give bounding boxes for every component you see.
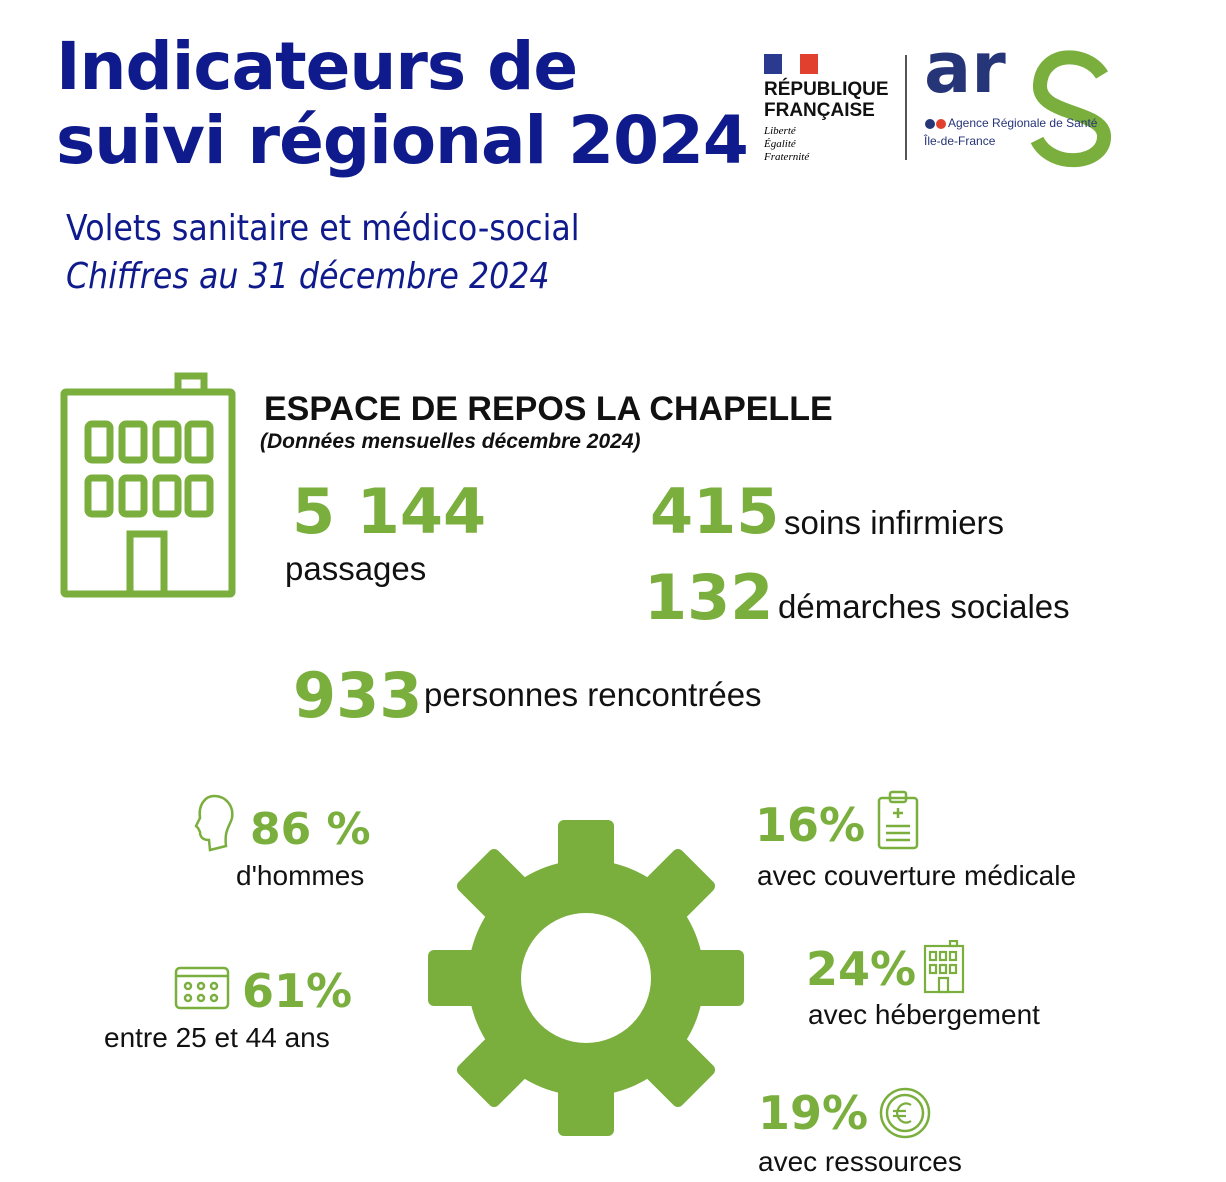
calendar-icon <box>174 966 230 1010</box>
personnes-value: 933 <box>293 659 423 732</box>
gear-icon <box>428 820 744 1136</box>
personnes-label: personnes rencontrées <box>424 676 762 713</box>
hommes-value: 86 % <box>250 804 371 855</box>
subtitle: Volets sanitaire et médico-social <box>66 208 580 249</box>
medical-clipboard-icon <box>877 790 919 850</box>
ars-region: Île-de-France <box>924 134 996 148</box>
republique-francaise-logo: RÉPUBLIQUE FRANÇAISE Liberté Égalité Fra… <box>764 54 889 164</box>
rf-line1: RÉPUBLIQUE <box>764 79 889 100</box>
title-line-2: suivi régional 2024 <box>56 102 749 179</box>
ressources-value: 19% <box>758 1086 869 1140</box>
demarches-value: 132 <box>644 561 774 634</box>
soins-value: 415 <box>650 475 780 548</box>
head-profile-icon <box>194 794 234 852</box>
age-label: entre 25 et 44 ans <box>104 1022 330 1053</box>
soins-label: soins infirmiers <box>784 504 1005 541</box>
couverture-label: avec couverture médicale <box>757 860 1077 891</box>
ressources-label: avec ressources <box>758 1146 962 1177</box>
ars-logo-mark: ar <box>924 27 1111 168</box>
marianne-flag-icon <box>764 54 818 74</box>
hebergement-value: 24% <box>806 942 917 996</box>
logo-divider <box>905 55 907 160</box>
euro-coin-icon <box>879 1087 931 1139</box>
couverture-value: 16% <box>755 798 866 852</box>
building-small-icon <box>923 940 965 994</box>
passages-label: passages <box>285 550 427 587</box>
demarches-label: démarches sociales <box>778 588 1070 625</box>
section-title: ESPACE DE REPOS LA CHAPELLE <box>264 390 833 428</box>
hebergement-label: avec hébergement <box>808 999 1040 1030</box>
ars-name: Agence Régionale de Santé <box>948 116 1098 130</box>
age-value: 61% <box>242 964 353 1018</box>
title-line-1: Indicateurs de <box>56 28 578 105</box>
passages-value: 5 144 <box>292 475 487 548</box>
svg-text:ar: ar <box>924 27 1006 109</box>
page-title: Indicateurs de suivi régional 2024 <box>56 28 749 179</box>
motto-2: Égalité <box>764 138 796 150</box>
section-period: (Données mensuelles décembre 2024) <box>260 430 641 453</box>
hommes-label: d'hommes <box>236 860 365 891</box>
building-icon <box>60 372 236 598</box>
motto-1: Liberté <box>764 125 796 137</box>
motto-3: Fraternité <box>764 151 810 163</box>
rf-line2: FRANÇAISE <box>764 100 875 121</box>
ars-logo: ar Agence Régionale de Santé Île-de-Fran… <box>922 20 1122 170</box>
date-subtitle: Chiffres au 31 décembre 2024 <box>66 256 550 297</box>
